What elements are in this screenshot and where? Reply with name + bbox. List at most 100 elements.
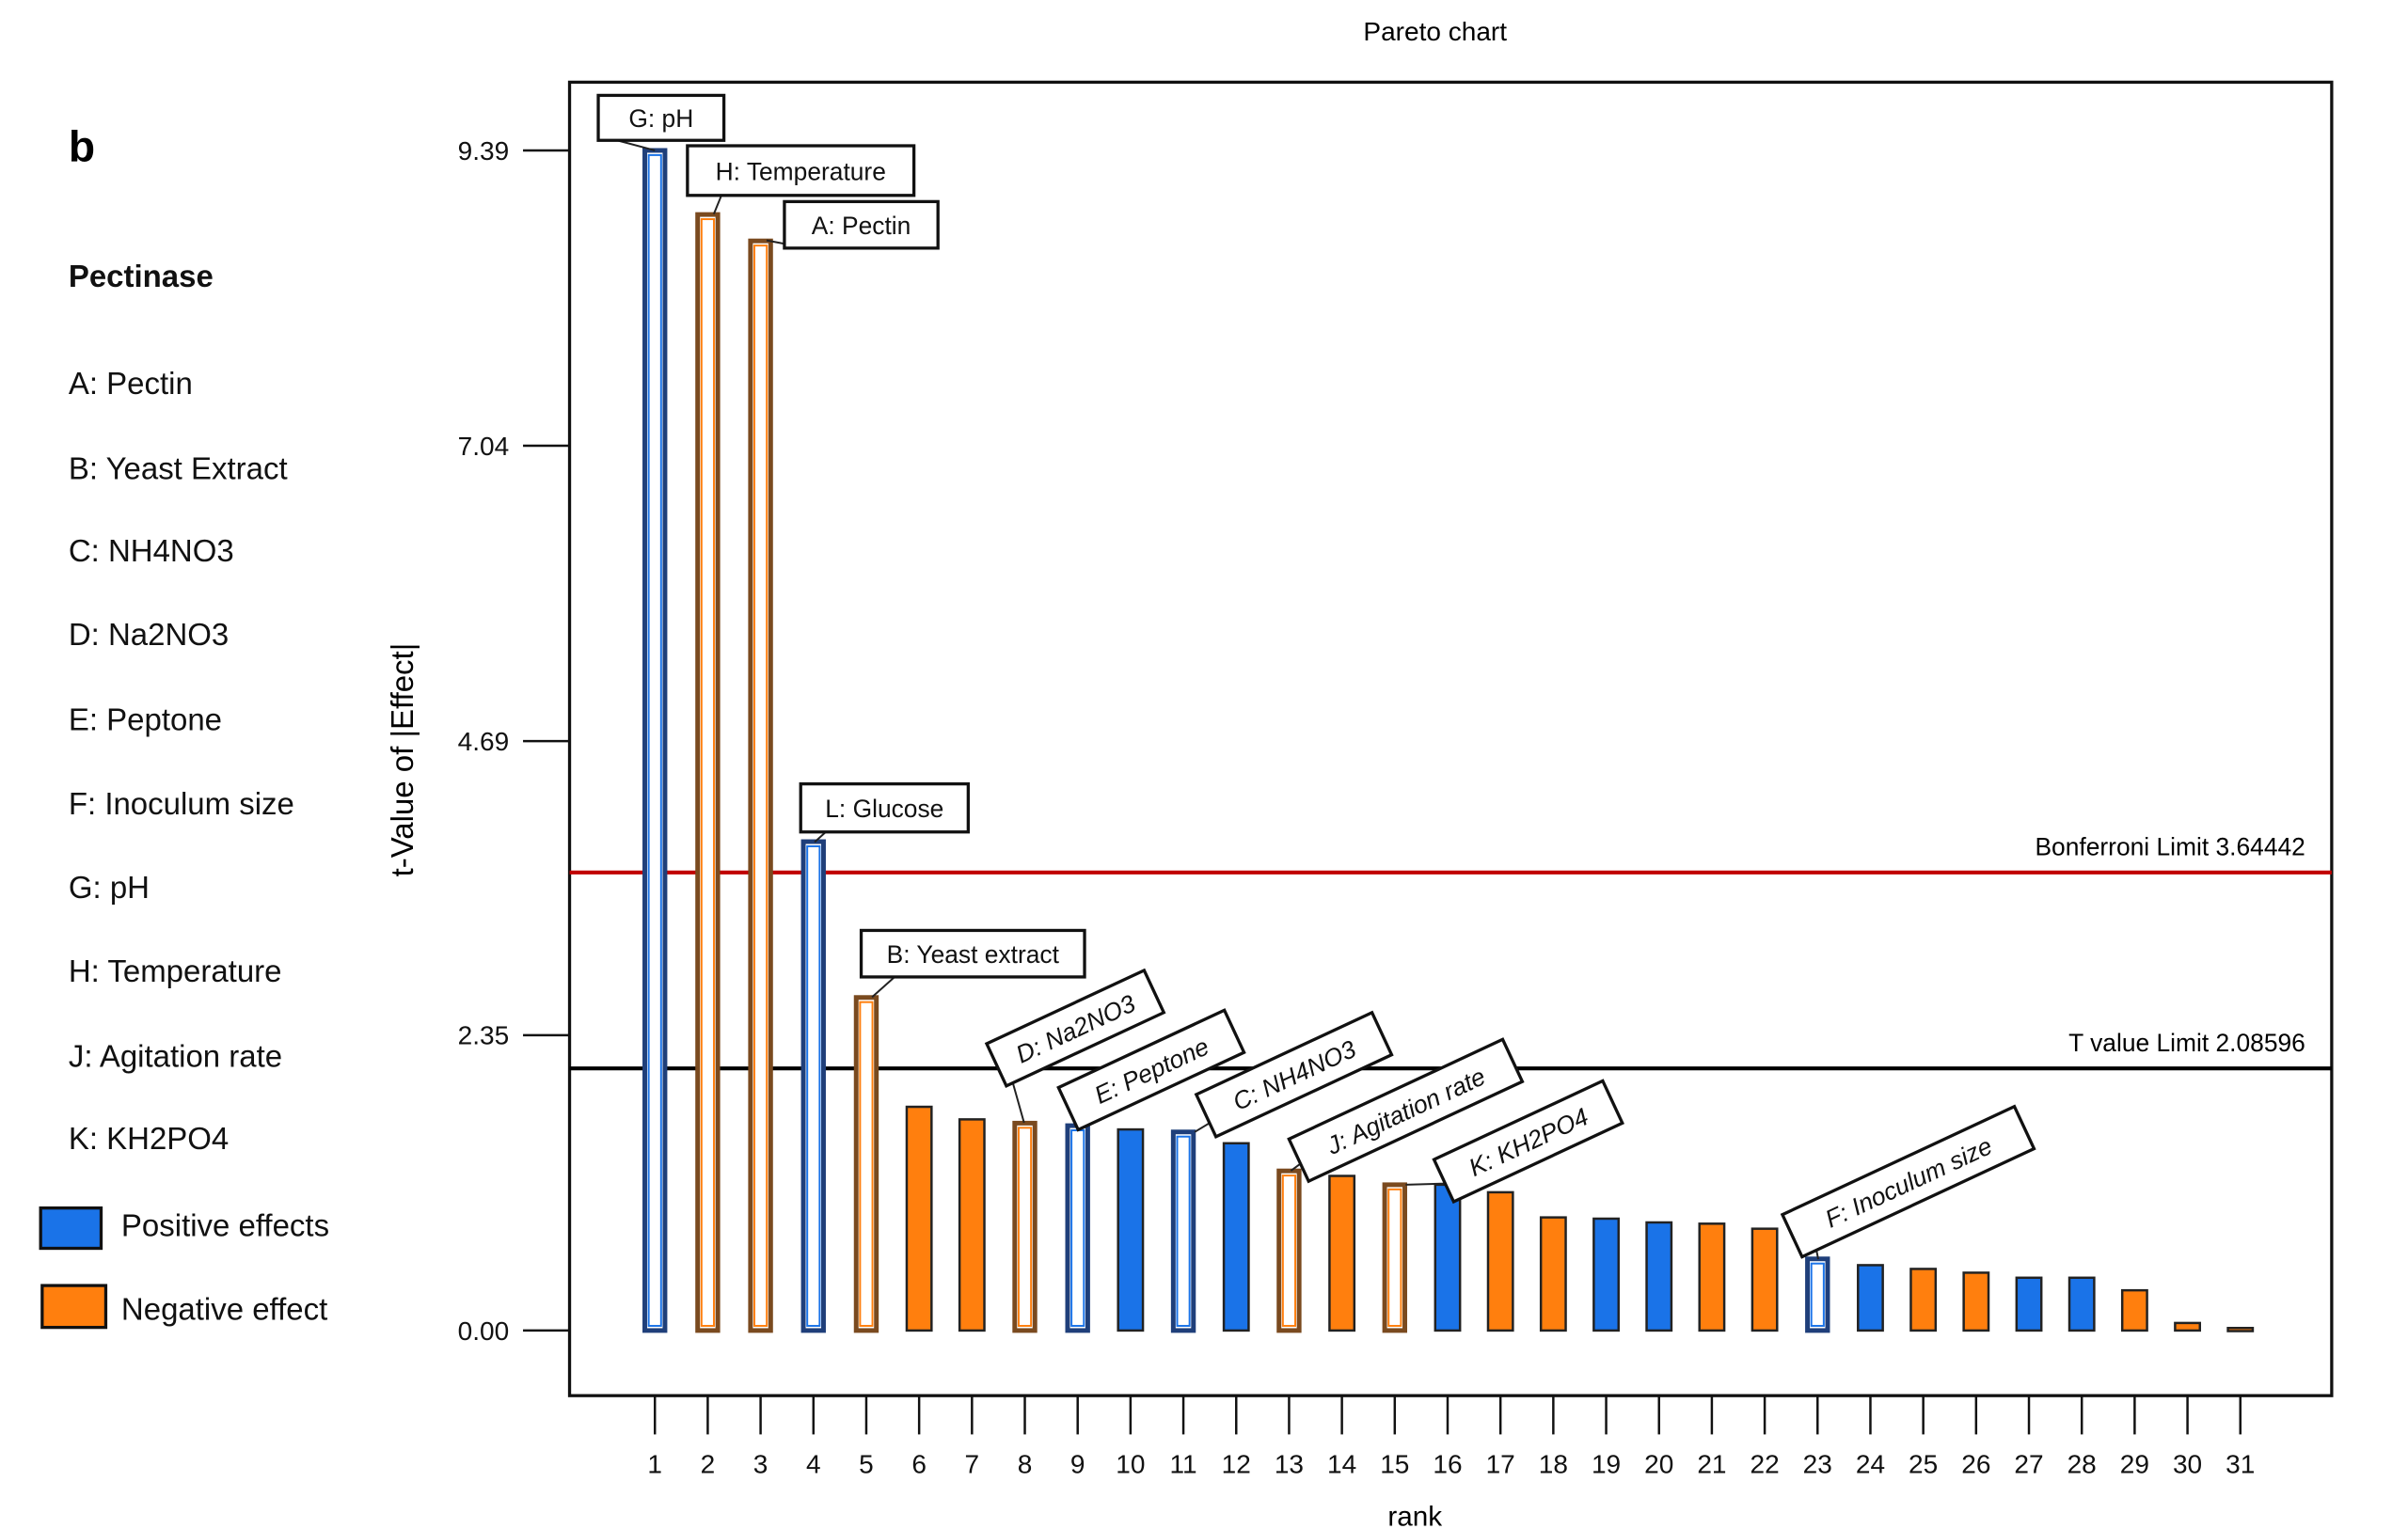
x-tick-label: 20 <box>1644 1450 1673 1479</box>
bar-rank-28 <box>2067 1276 2096 1332</box>
bars <box>642 148 2255 1333</box>
x-tick-label: 2 <box>701 1450 716 1479</box>
annotation-label: H: Temperature <box>716 157 886 185</box>
bar-rank-31 <box>2226 1327 2255 1332</box>
x-tick-label: 1 <box>647 1450 662 1479</box>
annotation-leader <box>616 139 656 151</box>
y-tick-label: 0.00 <box>458 1316 510 1346</box>
bar-inner-outline <box>1281 1174 1297 1327</box>
y-tick-label: 9.39 <box>458 136 510 166</box>
annotation-leader <box>712 195 722 214</box>
x-tick-label: 25 <box>1909 1450 1938 1479</box>
x-tick-label: 18 <box>1539 1450 1568 1479</box>
x-tick-label: 27 <box>2014 1450 2043 1479</box>
x-tick-label: 13 <box>1275 1450 1304 1479</box>
bar-rank-15 <box>1382 1182 1407 1333</box>
legend-factor: B: Yeast Extract <box>69 451 288 486</box>
bar-rank-6 <box>905 1105 933 1332</box>
annotation-label: G: pH <box>628 104 693 133</box>
bar-rank-5 <box>853 995 879 1333</box>
bar-rank-13 <box>1276 1168 1302 1333</box>
bar-rank-21 <box>1698 1222 1726 1332</box>
x-tick-label: 24 <box>1856 1450 1885 1479</box>
y-axis-label: t-Value of |Effect| <box>385 643 420 877</box>
annotation-box <box>783 199 940 250</box>
annotation-box <box>859 928 1086 979</box>
legend-factor: C: NH4NO3 <box>69 533 234 568</box>
bar-rank-12 <box>1222 1142 1250 1332</box>
annotation-box <box>799 781 970 834</box>
x-tick-label: 6 <box>911 1450 927 1479</box>
bar-rank-18 <box>1539 1216 1567 1332</box>
bar-rank-3 <box>748 238 773 1333</box>
bar-inner-outline <box>806 844 821 1327</box>
bar-inner-outline <box>1810 1262 1825 1327</box>
x-axis-label: rank <box>1387 1502 1442 1529</box>
x-tick-label: 5 <box>859 1450 874 1479</box>
bar-rank-4 <box>800 839 826 1333</box>
bar-inner-outline <box>1387 1188 1402 1327</box>
legend-factor: E: Peptone <box>69 702 222 737</box>
annotation-label: B: Yeast extract <box>887 940 1060 969</box>
x-tick-label: 26 <box>1961 1450 1990 1479</box>
plot-frame <box>567 80 2334 1397</box>
annotation-callout: B: Yeast extract <box>859 928 1086 979</box>
legend-factor: D: Na2NO3 <box>69 617 229 652</box>
bar-rank-8 <box>1012 1120 1038 1333</box>
legend-factor: K: KH2PO4 <box>69 1121 229 1156</box>
bar-rank-25 <box>1909 1268 1938 1332</box>
legend-factor: F: Inoculum size <box>69 786 294 821</box>
reference-lines: Bonferroni Limit 3.64442 T value Limit 2.… <box>569 833 2332 1071</box>
x-tick-label: 7 <box>965 1450 980 1479</box>
annotation-box <box>984 968 1166 1088</box>
annotation-box <box>1287 1037 1525 1184</box>
bar-inner-outline <box>647 153 662 1327</box>
x-tick-label: 23 <box>1803 1450 1832 1479</box>
annotation-label: A: Pectin <box>812 212 911 240</box>
bar-inner-outline <box>859 1001 874 1327</box>
bar-rank-30 <box>2174 1321 2202 1332</box>
x-tick-label: 31 <box>2226 1450 2255 1479</box>
legend-factor: G: pH <box>69 870 150 905</box>
x-tick-label: 11 <box>1170 1450 1197 1479</box>
bar-inner-outline <box>753 244 768 1327</box>
annotation-leader <box>871 976 895 999</box>
annotation-box <box>1056 1008 1246 1132</box>
bar-rank-2 <box>695 212 721 1333</box>
x-tick-label: 30 <box>2173 1450 2202 1479</box>
x-tick-label: 15 <box>1380 1450 1409 1479</box>
legend-factor: J: Agitation rate <box>69 1039 282 1074</box>
panel-letter: b <box>69 122 95 171</box>
x-tick-label: 10 <box>1116 1450 1145 1479</box>
y-axis: 0.00 2.35 4.69 7.04 9.39 <box>458 136 570 1346</box>
bonferroni-limit-label: Bonferroni Limit 3.64442 <box>2035 833 2305 861</box>
annotation-callout: H: Temperature <box>686 144 916 197</box>
chart-title: Pareto chart <box>1363 17 1507 46</box>
annotation-box <box>686 144 916 197</box>
negative-swatch <box>40 1284 108 1330</box>
x-tick-label: 16 <box>1433 1450 1462 1479</box>
annotation-label: F: Inoculum size <box>1821 1131 1997 1233</box>
x-tick-label: 29 <box>2120 1450 2149 1479</box>
t-value-limit-label: T value Limit 2.08596 <box>2068 1029 2305 1057</box>
legend-factor: A: Pectin <box>69 366 193 401</box>
bar-inner-outline <box>700 218 715 1327</box>
x-axis: 1 2 3 4 5 6 7 8 9 10 11 12 13 14 15 16 17 18 19 20 21 22 23 24 2… <box>647 1395 2255 1479</box>
annotation-box <box>1432 1079 1624 1205</box>
bar-rank-19 <box>1592 1217 1620 1332</box>
legend-title: Pectinase <box>69 259 214 293</box>
annotation-callout: F: Inoculum size <box>1780 1104 2036 1259</box>
bar-inner-outline <box>1017 1127 1033 1327</box>
bar-rank-16 <box>1434 1183 1462 1332</box>
x-tick-label: 14 <box>1327 1450 1356 1479</box>
y-tick-label: 2.35 <box>458 1021 510 1050</box>
bar-rank-11 <box>1170 1129 1196 1333</box>
bar-rank-26 <box>1962 1271 1990 1332</box>
bar-rank-27 <box>2015 1276 2043 1332</box>
y-tick-label: 7.04 <box>458 432 510 461</box>
annotation-box <box>1780 1104 2036 1259</box>
bar-inner-outline <box>1176 1135 1191 1327</box>
bar-rank-14 <box>1328 1174 1356 1332</box>
